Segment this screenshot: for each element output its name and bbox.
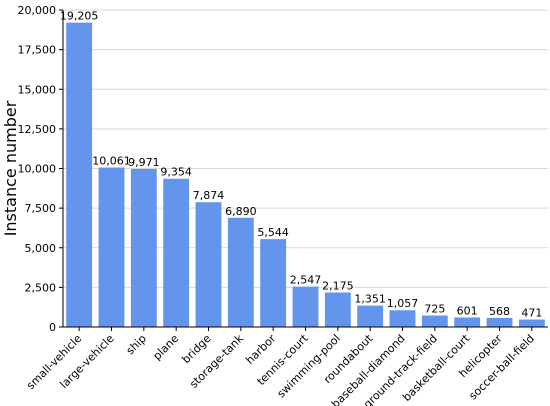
bar — [98, 167, 125, 327]
bar — [324, 292, 351, 327]
x-tick-label: ship — [124, 332, 149, 357]
bar — [227, 217, 254, 327]
data-label: 601 — [457, 304, 478, 317]
y-tick-label: 10,000 — [18, 163, 57, 176]
data-label: 2,175 — [322, 280, 354, 293]
bar — [389, 310, 416, 327]
y-tick-label: 20,000 — [18, 4, 57, 17]
bar — [486, 317, 513, 327]
y-tick-label: 0 — [49, 321, 56, 334]
y-tick-label: 15,000 — [18, 83, 57, 96]
bar — [163, 178, 190, 327]
bar — [421, 315, 448, 327]
x-tick-label: plane — [151, 332, 182, 363]
data-label: 2,547 — [290, 274, 322, 287]
x-tick-label: small-vehicle — [24, 332, 84, 392]
data-label: 568 — [489, 305, 510, 318]
bars — [66, 22, 545, 328]
data-label: 1,057 — [387, 297, 419, 310]
data-label: 1,351 — [354, 293, 386, 306]
y-tick-label: 17,500 — [18, 44, 57, 57]
y-tick-label: 2,500 — [25, 281, 57, 294]
bar — [66, 22, 93, 328]
data-label: 9,354 — [160, 166, 192, 179]
bar — [357, 305, 384, 327]
data-label: 5,544 — [257, 226, 289, 239]
data-label: 7,874 — [193, 189, 225, 202]
data-label: 725 — [424, 303, 445, 316]
y-tick-label: 7,500 — [25, 202, 57, 215]
bar — [454, 317, 481, 327]
data-label: 9,971 — [128, 156, 160, 169]
bar — [195, 202, 222, 327]
y-axis-label: Instance number — [1, 100, 20, 236]
axes — [59, 9, 548, 331]
bar — [518, 319, 545, 327]
bar — [292, 286, 319, 327]
y-tick-label: 5,000 — [25, 242, 57, 255]
y-tick-label: 12,500 — [18, 123, 57, 136]
data-label: 19,205 — [60, 10, 99, 23]
data-label: 6,890 — [225, 205, 257, 218]
bar — [260, 239, 287, 327]
y-tick-labels: 0 2,500 5,000 7,500 10,000 12,500 15,000 17,500… — [18, 4, 57, 334]
data-label: 471 — [521, 307, 542, 320]
bar — [130, 168, 157, 327]
data-label: 10,061 — [92, 155, 131, 168]
